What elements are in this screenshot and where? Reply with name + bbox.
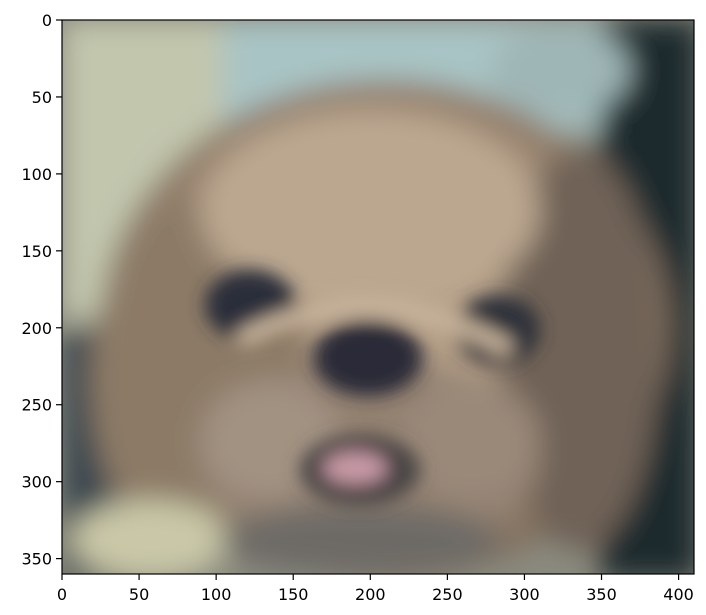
y-tick-label: 300 (21, 473, 52, 492)
x-tick-label: 300 (509, 585, 540, 604)
x-axis: 0 50 100 150 200 250 300 350 400 (57, 574, 694, 604)
x-tick-label: 200 (355, 585, 386, 604)
y-axis: 0 50 100 150 200 250 300 350 (21, 11, 62, 569)
x-tick-label: 400 (663, 585, 694, 604)
x-tick-label: 0 (57, 585, 67, 604)
x-tick-label: 50 (129, 585, 149, 604)
x-tick-label: 350 (586, 585, 617, 604)
x-tick-label: 150 (278, 585, 309, 604)
dog-photo (62, 20, 694, 574)
y-tick-label: 100 (21, 165, 52, 184)
x-tick-label: 100 (201, 585, 232, 604)
x-tick-label: 250 (432, 585, 463, 604)
axes-frame (61, 19, 695, 575)
y-tick-label: 250 (21, 396, 52, 415)
y-tick-label: 200 (21, 319, 52, 338)
y-tick-label: 150 (21, 242, 52, 261)
y-tick-label: 50 (32, 88, 52, 107)
y-tick-label: 350 (21, 550, 52, 569)
y-tick-label: 0 (42, 11, 52, 30)
